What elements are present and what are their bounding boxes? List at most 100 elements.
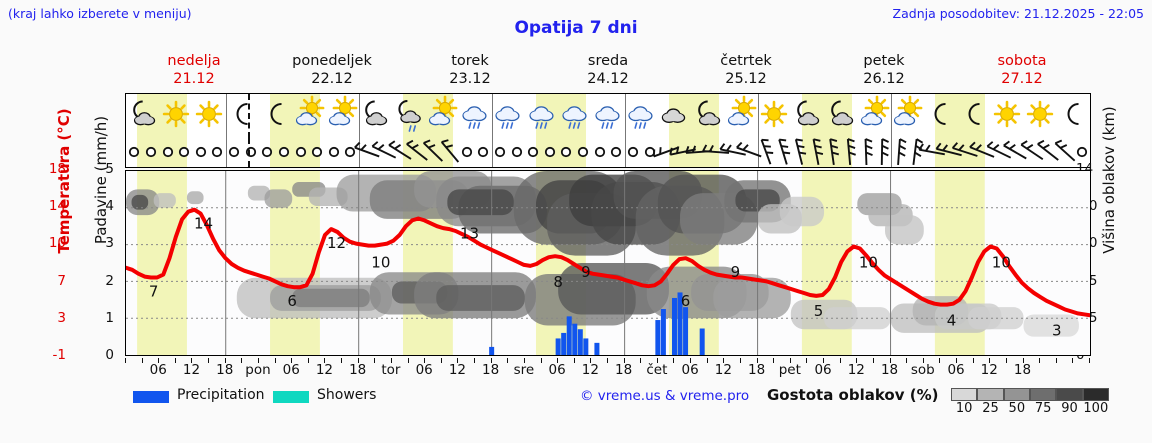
wind-barb xyxy=(380,138,420,166)
time-tick xyxy=(806,358,808,363)
svg-text:13: 13 xyxy=(460,224,479,242)
axis-tick-label: 3 xyxy=(105,235,114,252)
weather-icon-moon-cloud xyxy=(688,95,728,137)
svg-text:7: 7 xyxy=(149,283,159,301)
weather-icon-moon-cloud xyxy=(355,95,395,137)
cloud-density-swatch xyxy=(1030,388,1057,401)
day-separator xyxy=(225,94,227,138)
wind-calm-marker xyxy=(281,138,321,166)
time-tick xyxy=(573,358,575,363)
weather-icon-sun xyxy=(1020,95,1060,137)
weather-icon-sun-cloud xyxy=(289,95,329,137)
wind-calm-marker xyxy=(596,138,636,166)
day-column-sreda: sreda 24.12 xyxy=(539,52,677,90)
cloud-density-field xyxy=(126,171,1079,337)
time-tick xyxy=(191,358,193,363)
time-label: tor xyxy=(381,362,401,378)
wind-calm-marker xyxy=(330,138,370,166)
wind-calm-marker xyxy=(497,138,537,166)
time-label: sre xyxy=(513,362,535,378)
time-tick xyxy=(390,358,392,363)
time-tick xyxy=(357,358,359,363)
time-tick xyxy=(407,358,409,363)
wind-calm-marker xyxy=(264,138,304,166)
copyright-text[interactable]: © vreme.us & vreme.pro xyxy=(580,388,750,404)
svg-text:6: 6 xyxy=(287,292,297,310)
cloud-density-swatch xyxy=(951,388,978,401)
time-tick xyxy=(856,358,858,363)
time-tick xyxy=(739,358,741,363)
day-separator xyxy=(890,138,892,167)
precipitation-bars xyxy=(489,292,705,355)
time-tick xyxy=(922,358,924,363)
time-tick xyxy=(324,358,326,363)
time-label: pet xyxy=(778,362,801,378)
wind-barb xyxy=(347,138,387,166)
wind-calm-marker xyxy=(480,138,520,166)
day-separator xyxy=(491,138,493,167)
svg-text:9: 9 xyxy=(731,263,741,281)
time-label: sob xyxy=(910,362,935,378)
wind-barb xyxy=(979,138,1019,166)
weather-icon-moon-cloud xyxy=(787,95,827,137)
axis-tick-label: 1 xyxy=(105,309,114,326)
weather-icon-sun xyxy=(754,95,794,137)
time-tick xyxy=(224,358,226,363)
svg-text:10: 10 xyxy=(992,253,1011,271)
day-separator xyxy=(491,94,493,138)
day-date: 23.12 xyxy=(449,71,491,87)
time-label: 06 xyxy=(681,362,699,378)
wind-barb xyxy=(962,138,1002,166)
weather-icon-sun xyxy=(987,95,1027,137)
wind-barb xyxy=(879,138,919,166)
wind-calm-marker xyxy=(131,138,171,166)
day-name: sobota xyxy=(997,53,1047,69)
time-tick xyxy=(1072,358,1074,363)
current-time-marker xyxy=(247,94,250,138)
svg-text:12: 12 xyxy=(327,234,346,252)
precipitation-legend-label: Precipitation xyxy=(177,387,265,403)
cloud-density-tick: 10 xyxy=(955,401,973,416)
day-separator xyxy=(757,138,759,167)
time-tick xyxy=(307,358,309,363)
wind-barb xyxy=(430,138,470,166)
temperature-ticks: 18 14 10 7 3 -1 xyxy=(30,161,70,363)
wind-barb xyxy=(995,138,1035,166)
time-label: 06 xyxy=(415,362,433,378)
time-label: 06 xyxy=(947,362,965,378)
time-tick xyxy=(457,358,459,363)
time-tick xyxy=(523,358,525,363)
axis-tick-label: 0 xyxy=(105,347,114,363)
svg-text:8: 8 xyxy=(553,273,563,291)
wind-barb xyxy=(696,138,736,166)
precipitation-ticks: 5 4 3 2 1 0 xyxy=(72,161,118,363)
weather-icon-sun-cloud xyxy=(422,95,462,137)
weather-icon-cloud-rain xyxy=(488,95,528,137)
axis-tick-label: 3 xyxy=(57,309,66,326)
day-name: ponedeljek xyxy=(292,53,372,69)
cloud-density-tick: 90 xyxy=(1061,401,1078,416)
wind-calm-marker xyxy=(214,138,254,166)
day-separator xyxy=(624,94,626,138)
wind-barb xyxy=(646,138,686,166)
time-tick xyxy=(690,358,692,363)
daylight-band xyxy=(934,138,985,167)
wind-barb xyxy=(1028,138,1068,166)
weather-icon-sun-cloud xyxy=(721,95,761,137)
svg-text:10: 10 xyxy=(859,253,878,271)
time-tick xyxy=(839,358,841,363)
time-label: pon xyxy=(245,362,271,378)
precipitation-swatch xyxy=(133,391,169,403)
cloud-density-scale: 10 25 50 75 90 100 xyxy=(945,388,1145,418)
day-date: 27.12 xyxy=(1001,71,1043,87)
time-label: 18 xyxy=(880,362,899,378)
time-tick xyxy=(656,358,658,363)
time-label: 12 xyxy=(182,362,201,378)
wind-barb xyxy=(729,138,769,166)
wind-barb-band xyxy=(125,138,1091,168)
time-label: 18 xyxy=(482,362,500,378)
daylight-band xyxy=(137,138,187,167)
wind-calm-marker xyxy=(546,138,586,166)
